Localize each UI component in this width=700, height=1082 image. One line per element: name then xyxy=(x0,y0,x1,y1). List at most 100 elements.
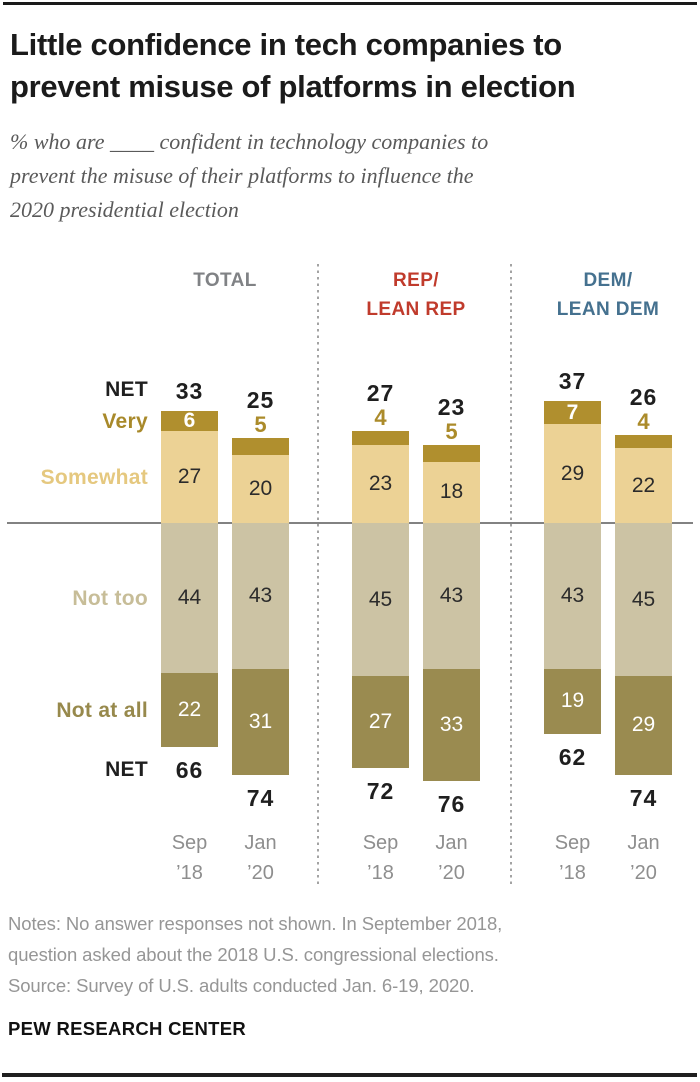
x-tick-label: Sep ’18 xyxy=(340,828,421,888)
row-label-somewhat: Somewhat xyxy=(40,466,148,489)
bar-segment-very xyxy=(232,438,289,455)
bar-segment-not-too xyxy=(232,523,289,670)
bar-segment-somewhat xyxy=(544,424,601,523)
row-label-not-at-all: Not at all xyxy=(56,699,148,722)
bar-segment-very xyxy=(352,431,409,445)
row-label-very: Very xyxy=(102,410,148,433)
bar-segment-somewhat xyxy=(423,461,480,523)
group-header-dem-line2: LEAN DEM xyxy=(556,299,660,320)
x-tick-line: ’20 xyxy=(247,862,274,884)
net-confident-value: 37 xyxy=(558,367,587,394)
title-line-2: prevent misuse of platforms in election xyxy=(10,69,576,104)
x-tick-line: Sep xyxy=(554,832,591,854)
not-too-value: 45 xyxy=(631,587,656,611)
net-confident-value: 26 xyxy=(629,383,658,410)
subtitle-line-2: prevent the misuse of their platforms to… xyxy=(10,163,474,188)
net-confident-value: 23 xyxy=(437,393,466,420)
not-too-value: 45 xyxy=(368,587,393,611)
bar-segment-somewhat xyxy=(352,444,409,523)
very-value: 6 xyxy=(183,409,196,432)
not-at-all-value: 27 xyxy=(368,709,393,733)
not-too-value: 44 xyxy=(177,585,202,609)
net-not-confident-value: 72 xyxy=(366,777,395,804)
somewhat-value: 20 xyxy=(248,477,273,500)
bar-segment-very xyxy=(161,410,218,432)
bar-segment-very xyxy=(423,444,480,462)
somewhat-value: 18 xyxy=(439,480,464,504)
row-label-not-too: Not too xyxy=(72,587,148,610)
bar-segment-not-at-all xyxy=(352,676,409,768)
group-header-rep-line2: LEAN REP xyxy=(366,299,466,320)
bar-segment-not-at-all xyxy=(423,669,480,782)
bar-segment-not-too xyxy=(615,523,672,676)
subtitle-line-1: % who are ____ confident in technology c… xyxy=(10,129,489,154)
page-title: Little confidence in tech companies to p… xyxy=(10,24,695,108)
notes-line-2: question asked about the 2018 U.S. congr… xyxy=(8,944,499,965)
bar-segment-not-at-all xyxy=(544,669,601,734)
somewhat-value: 22 xyxy=(631,473,656,497)
pew-research-center-wordmark: PEW RESEARCH CENTER xyxy=(8,1018,246,1039)
not-too-value: 43 xyxy=(439,584,464,608)
x-tick-line: Jan xyxy=(244,832,277,854)
net-not-confident-value: 74 xyxy=(629,784,658,811)
bar-segment-very xyxy=(544,400,601,425)
bottom-rule xyxy=(2,1073,697,1077)
somewhat-value: 23 xyxy=(368,471,393,495)
group-header-dem: DEM/ LEAN DEM xyxy=(533,266,683,324)
row-label-net-top: NET xyxy=(105,378,148,401)
very-value: 4 xyxy=(374,405,387,431)
x-tick-label: Jan ’20 xyxy=(411,828,492,888)
x-tick-line: ’18 xyxy=(367,862,394,884)
group-separator-dotted-2 xyxy=(510,264,512,886)
not-at-all-value: 22 xyxy=(177,697,202,721)
group-separator-dotted-1 xyxy=(317,264,319,886)
x-tick-line: ’20 xyxy=(630,862,657,884)
bar-segment-not-at-all xyxy=(615,676,672,775)
group-header-total-line1: TOTAL xyxy=(193,270,257,291)
x-tick-line: Jan xyxy=(435,832,468,854)
net-not-confident-value: 74 xyxy=(246,784,275,811)
row-label-net-bottom: NET xyxy=(105,758,148,781)
group-header-rep: REP/ LEAN REP xyxy=(341,266,491,324)
not-at-all-value: 29 xyxy=(631,713,656,737)
subtitle-line-3: 2020 presidential election xyxy=(10,197,239,222)
x-tick-line: ’18 xyxy=(559,862,586,884)
notes-line-3: Source: Survey of U.S. adults conducted … xyxy=(8,975,475,996)
not-at-all-value: 31 xyxy=(248,709,273,733)
not-at-all-value: 19 xyxy=(560,689,585,713)
x-tick-line: ’20 xyxy=(438,862,465,884)
title-line-1: Little confidence in tech companies to xyxy=(10,27,562,62)
x-tick-label: Sep ’18 xyxy=(532,828,613,888)
x-tick-label: Sep ’18 xyxy=(149,828,230,888)
notes-line-1: Notes: No answer responses not shown. In… xyxy=(8,913,503,934)
bar-segment-somewhat xyxy=(161,431,218,523)
zero-axis-line xyxy=(7,522,693,524)
group-header-dem-line1: DEM/ xyxy=(583,270,633,291)
very-value: 5 xyxy=(254,412,267,437)
not-too-value: 43 xyxy=(248,584,273,608)
net-confident-value: 25 xyxy=(246,387,275,413)
chart-notes: Notes: No answer responses not shown. In… xyxy=(8,908,688,1001)
group-header-rep-line1: REP/ xyxy=(393,270,439,291)
very-value: 7 xyxy=(566,400,579,424)
bar-segment-not-too xyxy=(544,523,601,670)
x-tick-line: Sep xyxy=(362,832,399,854)
x-tick-line: Jan xyxy=(627,832,660,854)
not-at-all-value: 33 xyxy=(439,713,464,737)
bar-segment-somewhat xyxy=(615,448,672,523)
top-rule xyxy=(3,2,697,5)
x-tick-label: Jan ’20 xyxy=(603,828,684,888)
bar-segment-very xyxy=(615,434,672,449)
bar-segment-not-too xyxy=(352,523,409,676)
somewhat-value: 29 xyxy=(560,461,585,485)
bar-segment-not-too xyxy=(161,523,218,673)
net-not-confident-value: 66 xyxy=(175,757,204,784)
x-tick-line: ’18 xyxy=(176,862,203,884)
somewhat-value: 27 xyxy=(177,465,202,489)
net-not-confident-value: 62 xyxy=(558,743,587,770)
net-not-confident-value: 76 xyxy=(437,791,466,818)
not-too-value: 43 xyxy=(560,584,585,608)
x-tick-line: Sep xyxy=(171,832,208,854)
bar-segment-somewhat xyxy=(232,455,289,523)
